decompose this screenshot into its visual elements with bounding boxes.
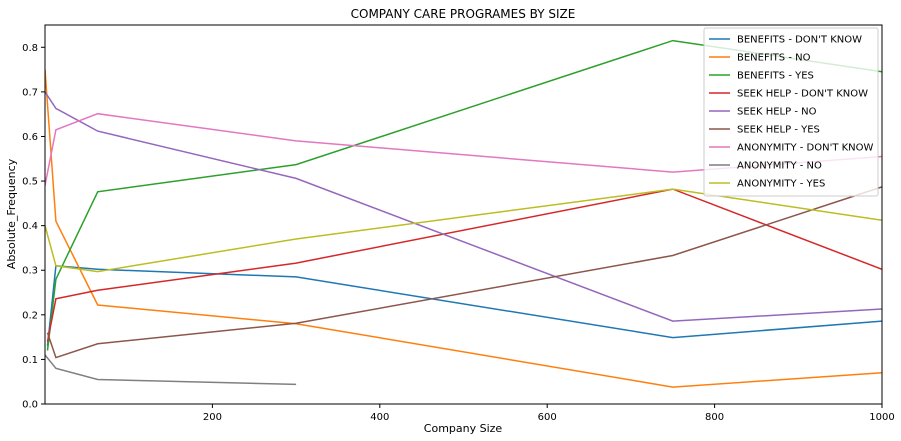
y-tick-label: 0.0 <box>22 400 38 411</box>
x-tick-label: 1000 <box>869 412 894 423</box>
legend-label: ANONYMITY - YES <box>737 179 825 190</box>
x-tick-label: 400 <box>370 412 389 423</box>
series-line-7 <box>45 354 297 386</box>
legend-label: SEEK HELP - YES <box>737 125 820 136</box>
legend-label: ANONYMITY - NO <box>737 161 822 172</box>
legend-label: ANONYMITY - DON'T KNOW <box>737 143 874 154</box>
series-line-5 <box>46 186 882 359</box>
legend-label: BENEFITS - DON'T KNOW <box>737 35 862 46</box>
plot-frame <box>44 24 883 405</box>
legend-label: SEEK HELP - DON'T KNOW <box>737 89 868 100</box>
y-tick-label: 0.3 <box>22 266 38 277</box>
series-line-1 <box>45 69 882 388</box>
series-line-0 <box>46 264 882 347</box>
y-tick-label: 0.8 <box>22 43 38 54</box>
x-tick-label: 200 <box>203 412 222 423</box>
y-tick-label: 0.7 <box>22 87 38 98</box>
y-tick-label: 0.1 <box>22 355 38 366</box>
legend-label: BENEFITS - YES <box>737 71 814 82</box>
series-line-4 <box>45 91 882 322</box>
y-tick-label: 0.5 <box>22 177 38 188</box>
y-tick-label: 0.2 <box>22 310 38 321</box>
x-tick-label: 600 <box>538 412 557 423</box>
x-tick-label: 800 <box>705 412 724 423</box>
chart-title: COMPANY CARE PROGRAMES BY SIZE <box>351 7 576 21</box>
y-axis-title: Absolute_Frequency <box>5 158 18 269</box>
legend-label: SEEK HELP - NO <box>737 107 817 118</box>
x-axis-title: Company Size <box>424 422 503 435</box>
legend: BENEFITS - DON'T KNOW BENEFITS - NO BENEFI… <box>703 27 879 197</box>
y-tick-label: 0.4 <box>22 221 38 232</box>
y-tick-label: 0.6 <box>22 132 38 143</box>
legend-label: BENEFITS - NO <box>737 53 811 64</box>
legend-box <box>703 27 879 197</box>
series-line-3 <box>46 188 882 342</box>
